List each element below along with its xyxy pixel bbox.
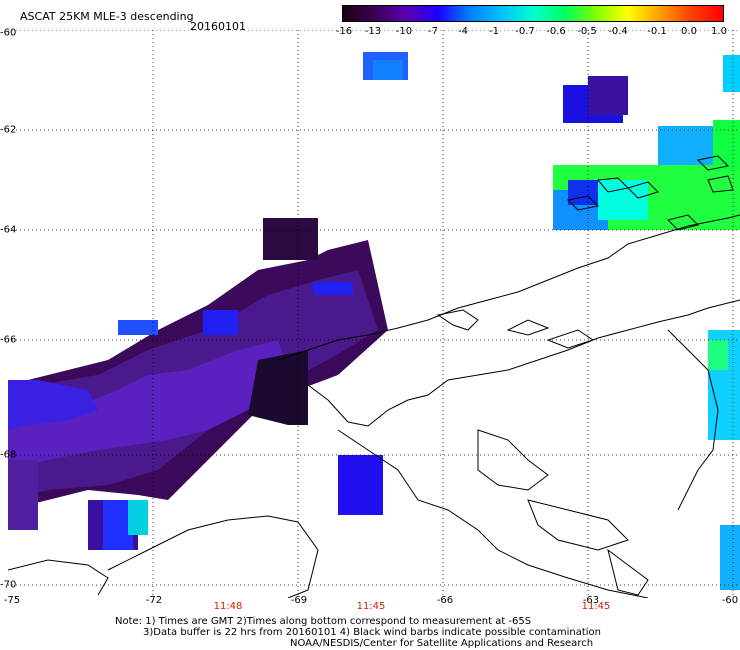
- figure-title: ASCAT 25KM MLE-3 descending: [20, 10, 194, 23]
- colorbar-gradient: [343, 6, 723, 21]
- colorbar-tick: 0.0: [681, 26, 697, 37]
- colorbar-tick: -0.5: [577, 26, 597, 37]
- note-line-2: 3)Data buffer is 22 hrs from 20160101 4)…: [143, 627, 601, 638]
- coastlines: [8, 155, 740, 598]
- data-swaths: [8, 52, 740, 590]
- time-label: 11:45: [581, 601, 611, 612]
- note-line-1: Note: 1) Times are GMT 2)Times along bot…: [115, 616, 532, 627]
- colorbar-tick: -4: [458, 26, 468, 37]
- lon-label: -66: [436, 595, 454, 606]
- time-label: 11:48: [213, 601, 243, 612]
- colorbar-tick: -10: [395, 26, 413, 37]
- colorbar-tick: -16: [335, 26, 353, 37]
- time-label: 11:45: [356, 601, 386, 612]
- colorbar-tick: -0.6: [546, 26, 566, 37]
- lat-label: -70: [0, 579, 17, 591]
- colorbar-tick: 1.0: [711, 26, 727, 37]
- lon-label: -72: [145, 595, 163, 606]
- lon-label: -60: [721, 595, 739, 606]
- lat-label: -64: [0, 224, 17, 236]
- lon-label: -63: [582, 595, 600, 606]
- lat-label: -68: [0, 449, 17, 461]
- lat-label: -66: [0, 334, 17, 346]
- colorbar-tick: -0.1: [647, 26, 667, 37]
- lon-label: -75: [3, 595, 21, 606]
- colorbar-tick: -13: [364, 26, 382, 37]
- colorbar-tick: -1: [489, 26, 499, 37]
- lon-label: -69: [290, 595, 308, 606]
- colorbar-tick: -7: [428, 26, 438, 37]
- lat-label: -60: [0, 27, 17, 39]
- lat-label: -62: [0, 124, 17, 136]
- colorbar-tick: -0.4: [608, 26, 628, 37]
- map-panel: [8, 30, 740, 598]
- colorbar: [342, 5, 724, 22]
- note-line-3: NOAA/NESDIS/Center for Satellite Applica…: [290, 638, 594, 649]
- colorbar-tick: -0.7: [515, 26, 535, 37]
